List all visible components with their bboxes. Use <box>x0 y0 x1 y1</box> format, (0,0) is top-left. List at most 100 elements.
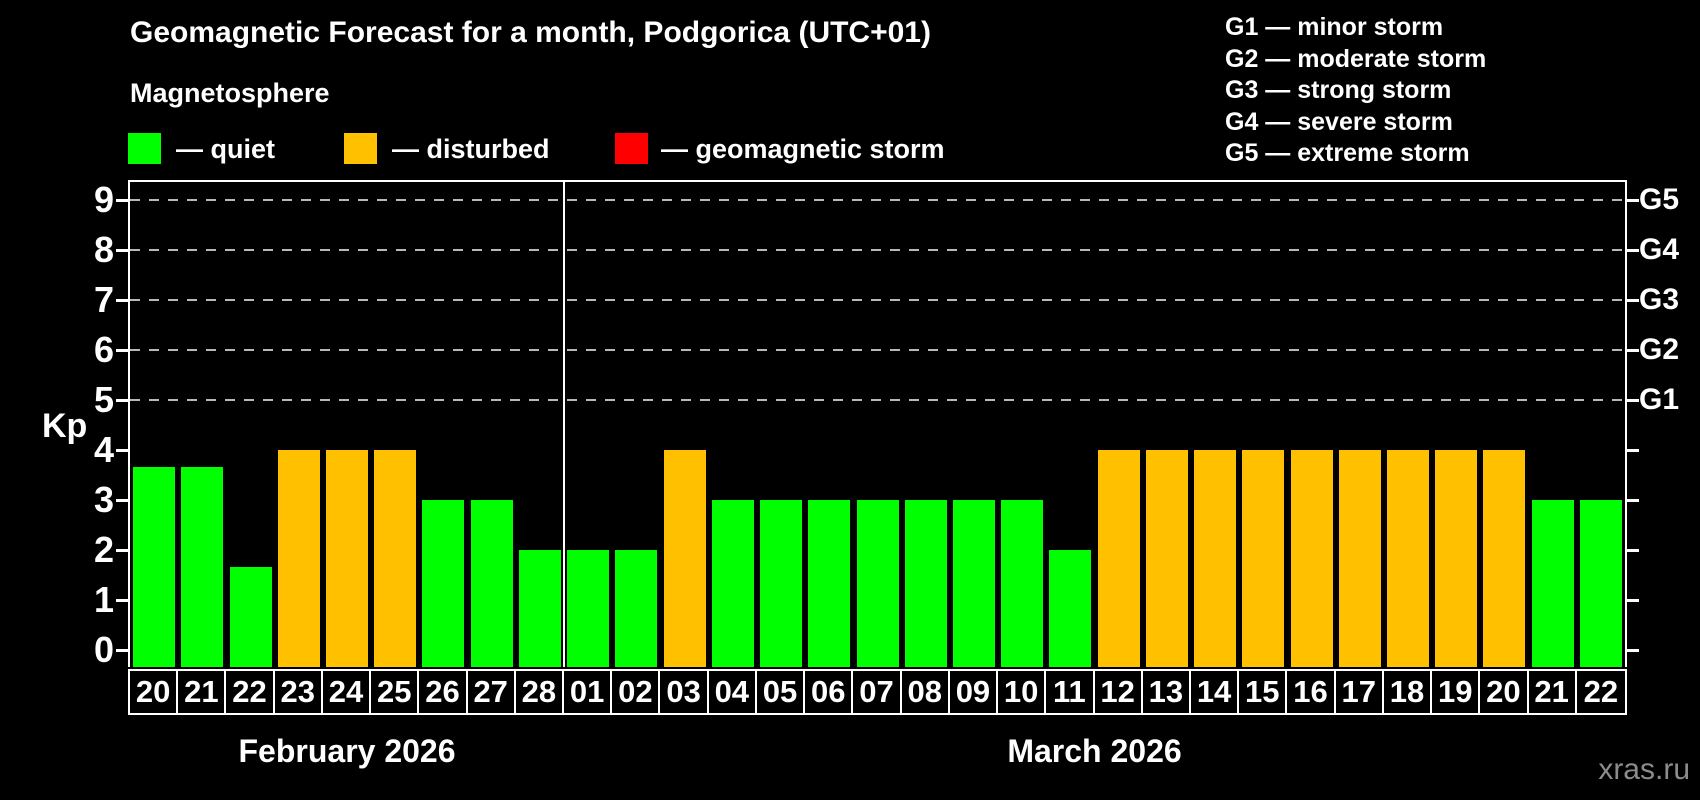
watermark-xras-ru: xras.ru <box>1598 753 1690 786</box>
day-cell-march-17: 17 <box>1336 671 1384 713</box>
g4-legend-line: G4 — severe storm <box>1225 107 1453 136</box>
kp-bar-march-08 <box>904 500 947 667</box>
day-cell-march-08: 08 <box>902 671 950 713</box>
right-axis-label-g1: G1 <box>1639 383 1680 416</box>
chart-title: Geomagnetic Forecast for a month, Podgor… <box>130 16 931 49</box>
y-axis-tick-right-2 <box>1627 549 1639 552</box>
kp-bar-march-03 <box>663 450 706 667</box>
day-cell-february-20: 20 <box>130 671 179 713</box>
disturbed-legend-swatch <box>344 133 377 164</box>
day-cell-march-03: 03 <box>660 671 709 713</box>
kp-bar-february-25 <box>374 450 417 667</box>
month-label-1: March 2026 <box>1007 733 1182 769</box>
day-cell-february-23: 23 <box>275 671 323 713</box>
kp-bar-march-19 <box>1435 450 1478 667</box>
y-axis-tick-left-3 <box>116 499 128 502</box>
kp-bar-february-23 <box>277 450 320 667</box>
kp-bar-march-21 <box>1531 500 1574 667</box>
kp-bar-march-13 <box>1145 450 1188 667</box>
y-axis-label-8: 8 <box>93 229 114 270</box>
y-axis-title-kp: Kp <box>42 407 88 445</box>
kp-bar-march-10 <box>1001 500 1044 667</box>
day-cell-february-24: 24 <box>323 671 372 713</box>
day-cell-march-09: 09 <box>950 671 999 713</box>
kp-bar-march-09 <box>952 500 995 667</box>
right-axis-label-g3: G3 <box>1639 283 1680 316</box>
kp-bar-february-24 <box>326 450 369 667</box>
day-cell-march-06: 06 <box>805 671 854 713</box>
kp-bar-february-20 <box>133 466 176 667</box>
day-cell-february-25: 25 <box>371 671 420 713</box>
day-cell-march-04: 04 <box>709 671 757 713</box>
y-axis-label-5: 5 <box>93 379 114 420</box>
kp-bar-february-22 <box>229 566 272 667</box>
day-cell-february-22: 22 <box>226 671 275 713</box>
y-axis-tick-left-9 <box>116 199 128 202</box>
day-cell-february-21: 21 <box>178 671 227 713</box>
day-cell-february-26: 26 <box>419 671 468 713</box>
gridline-kp-8 <box>130 249 1625 251</box>
quiet-legend-label: — quiet <box>176 134 275 164</box>
y-axis-label-3: 3 <box>93 479 114 520</box>
month-label-0: February 2026 <box>238 733 456 769</box>
y-axis-label-6: 6 <box>93 329 114 370</box>
g3-legend-line: G3 — strong storm <box>1225 76 1452 104</box>
y-axis-tick-right-0 <box>1627 649 1639 652</box>
kp-bar-march-05 <box>760 500 803 667</box>
day-cell-march-18: 18 <box>1384 671 1433 713</box>
day-cell-march-16: 16 <box>1287 671 1336 713</box>
y-axis-tick-right-7 <box>1627 299 1639 302</box>
kp-bar-march-15 <box>1242 450 1285 667</box>
y-axis-tick-left-2 <box>116 549 128 552</box>
day-cell-march-21: 21 <box>1529 671 1577 713</box>
plot-area <box>130 182 1625 667</box>
g1-legend-line: G1 — minor storm <box>1225 13 1444 41</box>
kp-bar-march-11 <box>1049 550 1092 667</box>
day-cell-february-27: 27 <box>468 671 516 713</box>
day-cell-march-07: 07 <box>853 671 902 713</box>
plot-border-right <box>1625 180 1627 667</box>
y-axis-label-0: 0 <box>93 629 114 670</box>
day-cell-february-28: 28 <box>516 671 565 713</box>
right-axis-label-g5: G5 <box>1639 183 1680 216</box>
y-axis-tick-left-1 <box>116 599 128 602</box>
y-axis-label-7: 7 <box>93 279 114 320</box>
chart-subtitle-magnetosphere: Magnetosphere <box>130 78 330 108</box>
quiet-legend-swatch <box>128 133 161 164</box>
kp-bar-march-17 <box>1338 450 1381 667</box>
disturbed-legend-label: — disturbed <box>392 134 550 164</box>
y-axis-label-9: 9 <box>93 179 114 220</box>
y-axis-tick-right-3 <box>1627 499 1639 502</box>
kp-bar-march-14 <box>1194 450 1237 667</box>
y-axis-tick-left-8 <box>116 249 128 252</box>
kp-bar-march-07 <box>856 500 899 667</box>
gridline-kp-6 <box>130 349 1625 351</box>
gridline-kp-9 <box>130 199 1625 201</box>
y-axis-tick-right-9 <box>1627 199 1639 202</box>
day-cell-march-02: 02 <box>612 671 661 713</box>
y-axis-tick-left-4 <box>116 449 128 452</box>
y-axis-tick-left-6 <box>116 349 128 352</box>
day-cell-march-22: 22 <box>1583 674 1619 709</box>
day-cell-march-10: 10 <box>998 671 1047 713</box>
y-axis-tick-right-1 <box>1627 599 1639 602</box>
day-cell-march-12: 12 <box>1095 671 1143 713</box>
y-axis-label-2: 2 <box>93 529 114 570</box>
y-axis-tick-left-0 <box>116 649 128 652</box>
gridline-kp-5 <box>130 399 1625 401</box>
plot-border-left <box>128 180 130 667</box>
y-axis-label-4: 4 <box>93 429 114 470</box>
month-separator-line <box>563 182 566 667</box>
kp-bar-march-22 <box>1579 500 1622 667</box>
kp-bar-march-12 <box>1097 450 1140 667</box>
y-axis-tick-left-7 <box>116 299 128 302</box>
kp-bar-february-26 <box>422 500 465 667</box>
kp-bar-february-21 <box>181 466 224 667</box>
kp-bar-march-04 <box>711 500 754 667</box>
kp-bar-march-18 <box>1386 450 1429 667</box>
plot-border-top <box>128 180 1627 182</box>
day-cell-march-05: 05 <box>757 671 806 713</box>
day-cell-march-19: 19 <box>1432 671 1481 713</box>
y-axis-tick-right-8 <box>1627 249 1639 252</box>
day-cell-march-11: 11 <box>1046 671 1095 713</box>
